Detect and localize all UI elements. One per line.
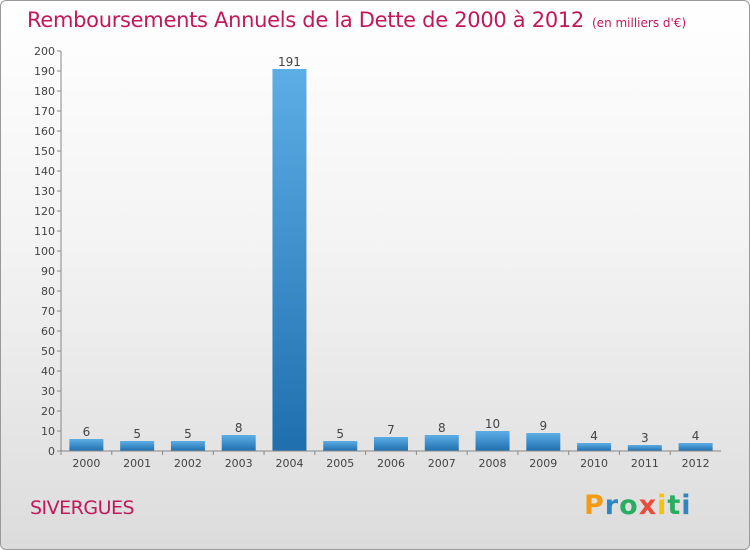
logo-letter: o	[619, 490, 639, 521]
y-tick-label: 0	[48, 445, 55, 458]
y-tick-label: 10	[41, 425, 55, 438]
x-tick-label-2011: 2011	[631, 457, 659, 470]
bar-2007	[424, 435, 459, 451]
value-label-2009: 9	[539, 419, 547, 433]
logo-letter: i	[657, 490, 668, 521]
x-tick-label-2000: 2000	[72, 457, 100, 470]
value-label-2010: 4	[590, 429, 598, 443]
bar-2012	[678, 443, 713, 451]
y-tick-label: 110	[34, 225, 55, 238]
y-tick-label: 60	[41, 325, 55, 338]
x-tick-label-2002: 2002	[174, 457, 202, 470]
value-label-2008: 10	[485, 417, 500, 431]
x-tick-label-2004: 2004	[275, 457, 303, 470]
y-tick-label: 100	[34, 245, 55, 258]
y-tick-label: 90	[41, 265, 55, 278]
logo-letter: i	[681, 490, 692, 521]
x-tick-label-2009: 2009	[529, 457, 557, 470]
value-label-2011: 3	[641, 431, 649, 445]
bar-2006	[374, 437, 408, 451]
bar-2010	[577, 443, 612, 451]
logo-letter: t	[667, 490, 682, 521]
y-tick-label: 80	[41, 285, 55, 298]
y-tick-label: 140	[34, 165, 55, 178]
y-tick-label: 70	[41, 305, 55, 318]
y-tick-label: 120	[34, 205, 55, 218]
x-tick-label-2012: 2012	[682, 457, 710, 470]
y-tick-label: 180	[34, 85, 55, 98]
y-tick-label: 50	[41, 345, 55, 358]
value-label-2000: 6	[83, 425, 91, 439]
bar-2003	[221, 435, 256, 451]
y-tick-label: 150	[34, 145, 55, 158]
y-tick-label: 170	[34, 105, 55, 118]
value-label-2007: 8	[438, 421, 446, 435]
x-tick-label-2003: 2003	[225, 457, 253, 470]
value-label-2012: 4	[692, 429, 700, 443]
bar-2000	[69, 439, 104, 451]
bar-2008	[475, 431, 510, 451]
x-tick-label-2010: 2010	[580, 457, 608, 470]
bar-2011	[627, 445, 662, 451]
value-label-2006: 7	[387, 423, 395, 437]
x-tick-label-2001: 2001	[123, 457, 151, 470]
bar-2009	[526, 433, 561, 451]
y-tick-label: 40	[41, 365, 55, 378]
chart-title-text: Remboursements Annuels de la Dette de 20…	[27, 8, 584, 32]
value-label-2001: 5	[133, 427, 141, 441]
bar-2002	[170, 441, 205, 451]
value-label-2005: 5	[336, 427, 344, 441]
value-label-2003: 8	[235, 421, 243, 435]
bar-2004	[272, 69, 307, 451]
y-tick-label: 160	[34, 125, 55, 138]
y-tick-label: 190	[34, 65, 55, 78]
x-tick-label-2007: 2007	[428, 457, 456, 470]
logo-letter: x	[638, 490, 658, 521]
x-tick-label-2006: 2006	[377, 457, 405, 470]
bar-2001	[120, 441, 155, 451]
logo-letter: r	[604, 490, 620, 521]
proxiti-logo: Proxiti	[584, 490, 692, 521]
y-tick-label: 30	[41, 385, 55, 398]
y-tick-label: 20	[41, 405, 55, 418]
bar-2005	[323, 441, 358, 451]
chart-unit-label: (en milliers d'€)	[592, 16, 687, 30]
value-label-2004: 191	[278, 55, 301, 69]
y-tick-label: 200	[34, 45, 55, 58]
x-tick-label-2005: 2005	[326, 457, 354, 470]
y-tick-label: 130	[34, 185, 55, 198]
x-tick-label-2008: 2008	[479, 457, 507, 470]
commune-name: SIVERGUES	[30, 497, 135, 519]
value-label-2002: 5	[184, 427, 192, 441]
chart-title: Remboursements Annuels de la Dette de 20…	[27, 8, 686, 32]
logo-letter: P	[584, 490, 605, 521]
